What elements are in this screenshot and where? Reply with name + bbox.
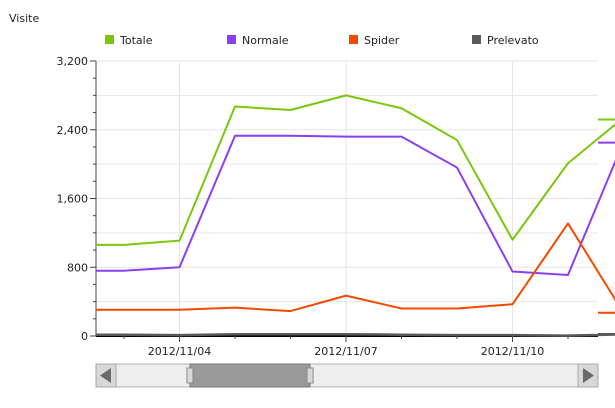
legend-swatch-normale <box>227 35 236 44</box>
legend-swatch-prelevato <box>472 35 481 44</box>
series-layer <box>96 94 615 337</box>
x-tick-label: 2012/11/07 <box>314 345 377 358</box>
x-tick-label: 2012/11/04 <box>148 345 211 358</box>
series-line-totale <box>96 94 615 246</box>
legend-label-totale: Totale <box>119 34 153 47</box>
series-line-normale <box>96 134 615 276</box>
legend-label-normale: Normale <box>242 34 289 47</box>
thumb-right-handle[interactable] <box>306 367 314 384</box>
y-tick-label: 2,400 <box>57 124 89 137</box>
scrollbar-thumb[interactable] <box>189 363 311 388</box>
axes: 0 800 1,600 2,400 3,200 2012/11/04 2012/11/07 2… <box>57 55 598 358</box>
y-tick-label: 3,200 <box>57 55 89 68</box>
legend-label-spider: Spider <box>364 34 400 47</box>
chart-title: Visite <box>9 12 39 25</box>
legend-swatch-totale <box>105 35 114 44</box>
legend-swatch-spider <box>349 35 358 44</box>
legend: Totale Normale Spider Prelevato <box>105 34 539 47</box>
series-line-spider <box>96 222 615 314</box>
legend-label-prelevato: Prelevato <box>487 34 539 47</box>
thumb-left-handle[interactable] <box>186 367 194 384</box>
x-tick-label: 2012/11/10 <box>481 345 544 358</box>
grid <box>96 60 598 337</box>
scrollbar-track[interactable] <box>95 363 599 388</box>
range-scrollbar[interactable] <box>95 363 599 388</box>
arrow-right-icon[interactable] <box>583 368 594 383</box>
y-tick-label: 0 <box>81 330 88 343</box>
y-tick-label: 800 <box>67 261 88 274</box>
arrow-left-icon[interactable] <box>100 368 111 383</box>
y-tick-label: 1,600 <box>57 193 89 206</box>
series-line-prelevato <box>96 333 615 337</box>
